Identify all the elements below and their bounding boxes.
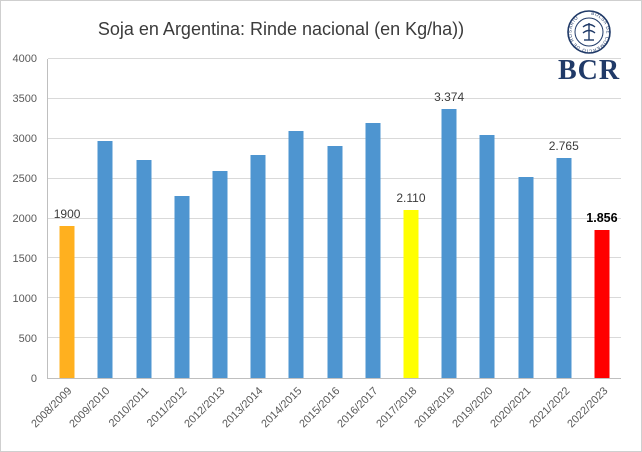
bar-2011-2012 [174,196,190,378]
bar-slot [124,59,162,378]
bar-slot: 1900 [48,59,86,378]
bar-slot: 1.856 [583,59,621,378]
chart-title: Soja en Argentina: Rinde nacional (en Kg… [97,19,465,39]
bar-2020-2021 [518,177,534,378]
value-label: 2.765 [548,138,579,153]
y-tick-label: 4000 [12,53,37,65]
bar-2014-2015 [288,130,304,378]
bar-slot [201,59,239,378]
value-label: 3.374 [434,89,465,104]
bar-slot [86,59,124,378]
bar-slot: 2.765 [545,59,583,378]
bar-2010-2011 [136,160,151,378]
bar-slot [468,59,506,378]
bar-2012-2013 [212,171,228,378]
value-label: 2.110 [396,190,426,205]
gridline [48,58,621,59]
y-tick-label: 500 [18,333,37,345]
y-tick-label: 1500 [12,253,37,265]
y-tick-label: 1000 [12,293,37,305]
bar-slot [315,59,353,378]
y-axis: 0 500 1000 1500 2000 2500 3000 3500 4000 [1,53,43,385]
y-tick-label: 3500 [12,93,37,105]
bar-2018-2019 [441,108,457,378]
bar-slot [506,59,544,378]
bar-2008-2009 [59,226,75,378]
x-cell: 2022/2023 [565,379,621,451]
bar-2019-2020 [479,134,495,378]
y-tick-label: 2000 [12,213,37,225]
bar-2021-2022 [556,157,572,378]
x-tick-label: 2008/2009 [29,385,75,431]
bcr-seal-icon: BOLSA DE COMERCIO DE ROSARIO [549,9,629,55]
bcr-wordmark: BCR [557,55,621,86]
bar-2009-2010 [97,140,113,378]
bar-slot [163,59,201,378]
y-tick-label: 3000 [12,133,37,145]
gridline [48,97,621,99]
bar-2013-2014 [250,154,266,378]
plot-area: 1900 2.110 3.374 2.765 1.856 [47,58,621,379]
bar-slot [239,59,277,378]
x-axis: 2008/2009 2009/2010 2010/2011 2011/2012 2012… [29,379,621,451]
bar-slot: 3.374 [430,59,468,378]
value-label: 1.856 [586,210,618,225]
bar-2016-2017 [365,122,381,378]
bar-slot [277,59,315,378]
y-tick-label: 2500 [12,173,37,185]
y-tick-label: 0 [30,373,37,385]
bar-2017-2018 [403,209,419,378]
bar-2015-2016 [327,145,343,378]
bcr-logo: BOLSA DE COMERCIO DE ROSARIO BCR [549,9,629,85]
gridline [48,137,621,139]
bar-slot [354,59,392,378]
value-label: 1900 [53,207,81,222]
bar-slot: 2.110 [392,59,430,378]
bar-2022-2023 [594,229,610,378]
